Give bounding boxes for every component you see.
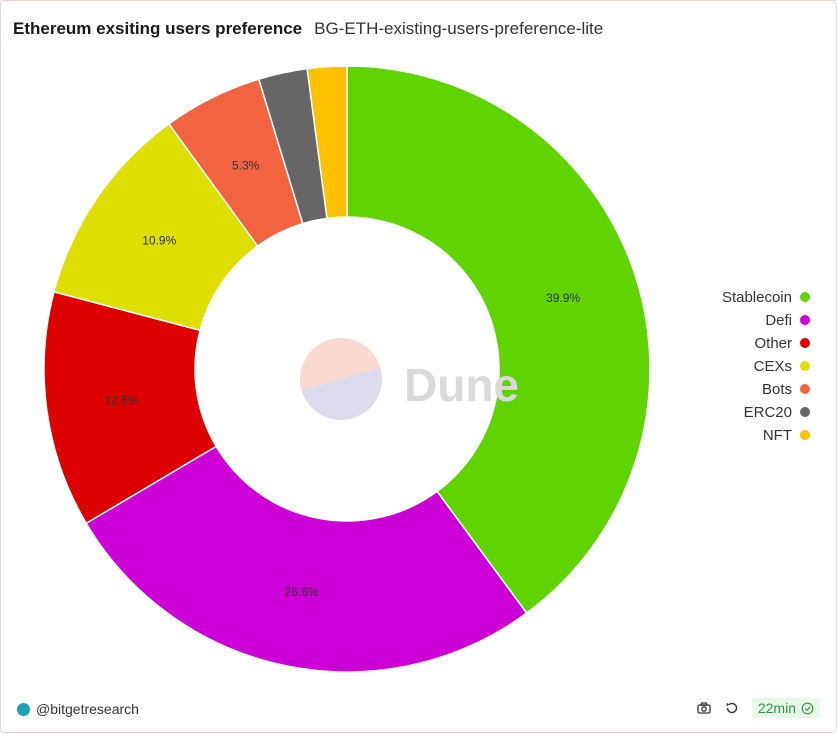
legend-label: Bots: [761, 380, 792, 398]
refresh-icon[interactable]: [724, 700, 740, 716]
data-label-bots: 5.3%: [232, 158, 260, 172]
refresh-badge[interactable]: 22min: [751, 698, 820, 718]
legend-swatch: [800, 430, 810, 440]
chart-title: Ethereum exsiting users preference: [13, 19, 303, 38]
slice-nft[interactable]: [306, 65, 348, 220]
watermark-logo-top: [300, 338, 381, 391]
legend-swatch: [800, 384, 810, 394]
legend-swatch: [800, 338, 810, 348]
legend-swatch: [800, 361, 810, 371]
data-label-cexs: 10.9%: [142, 234, 176, 248]
legend-item-defi[interactable]: Defi: [765, 311, 810, 329]
refresh-age: 22min: [757, 700, 796, 716]
author-handle[interactable]: @bitgetresearch: [36, 701, 139, 717]
legend-label: NFT: [762, 426, 792, 444]
legend-item-cexs[interactable]: CEXs: [754, 357, 810, 375]
legend-label: Other: [754, 334, 792, 352]
watermark-logo-bottom: [301, 367, 382, 420]
legend-label: Defi: [765, 311, 792, 329]
legend-item-other[interactable]: Other: [754, 334, 810, 352]
slice-other[interactable]: [43, 290, 218, 525]
legend-item-erc20[interactable]: ERC20: [744, 403, 810, 421]
legend-item-bots[interactable]: Bots: [762, 380, 810, 398]
chart-header: Ethereum exsiting users preference BG-ET…: [13, 19, 603, 41]
legend-label: CEXs: [753, 357, 792, 375]
legend-item-nft[interactable]: NFT: [763, 426, 810, 444]
camera-icon[interactable]: [696, 700, 712, 716]
legend-swatch: [800, 407, 810, 417]
slice-defi[interactable]: [85, 445, 528, 673]
legend-label: Stablecoin: [721, 288, 792, 306]
data-label-other: 12.6%: [105, 393, 139, 407]
legend-swatch: [800, 292, 810, 302]
chart-legend: Stablecoin Defi Other CEXs Bots ERC20 NFT: [722, 288, 810, 444]
donut-slices: [43, 65, 651, 673]
slice-labels: 39.9% 26.6% 12.6% 10.9% 5.3%: [105, 158, 581, 599]
footer-credit: @bitgetresearch: [17, 701, 139, 717]
legend-item-stablecoin[interactable]: Stablecoin: [722, 288, 810, 306]
bitget-logo-icon: [17, 702, 30, 716]
legend-label: ERC20: [743, 403, 792, 421]
dune-watermark: Dune: [300, 338, 519, 420]
data-label-defi: 26.6%: [285, 585, 319, 599]
data-label-stablecoin: 39.9%: [546, 291, 580, 305]
footer-tools: 22min: [696, 698, 820, 718]
query-name[interactable]: BG-ETH-existing-users-preference-lite: [314, 19, 604, 38]
legend-swatch: [800, 315, 810, 325]
check-circle-icon: [801, 702, 814, 714]
watermark-text: Dune: [404, 359, 519, 411]
slice-stablecoin[interactable]: [346, 65, 651, 615]
